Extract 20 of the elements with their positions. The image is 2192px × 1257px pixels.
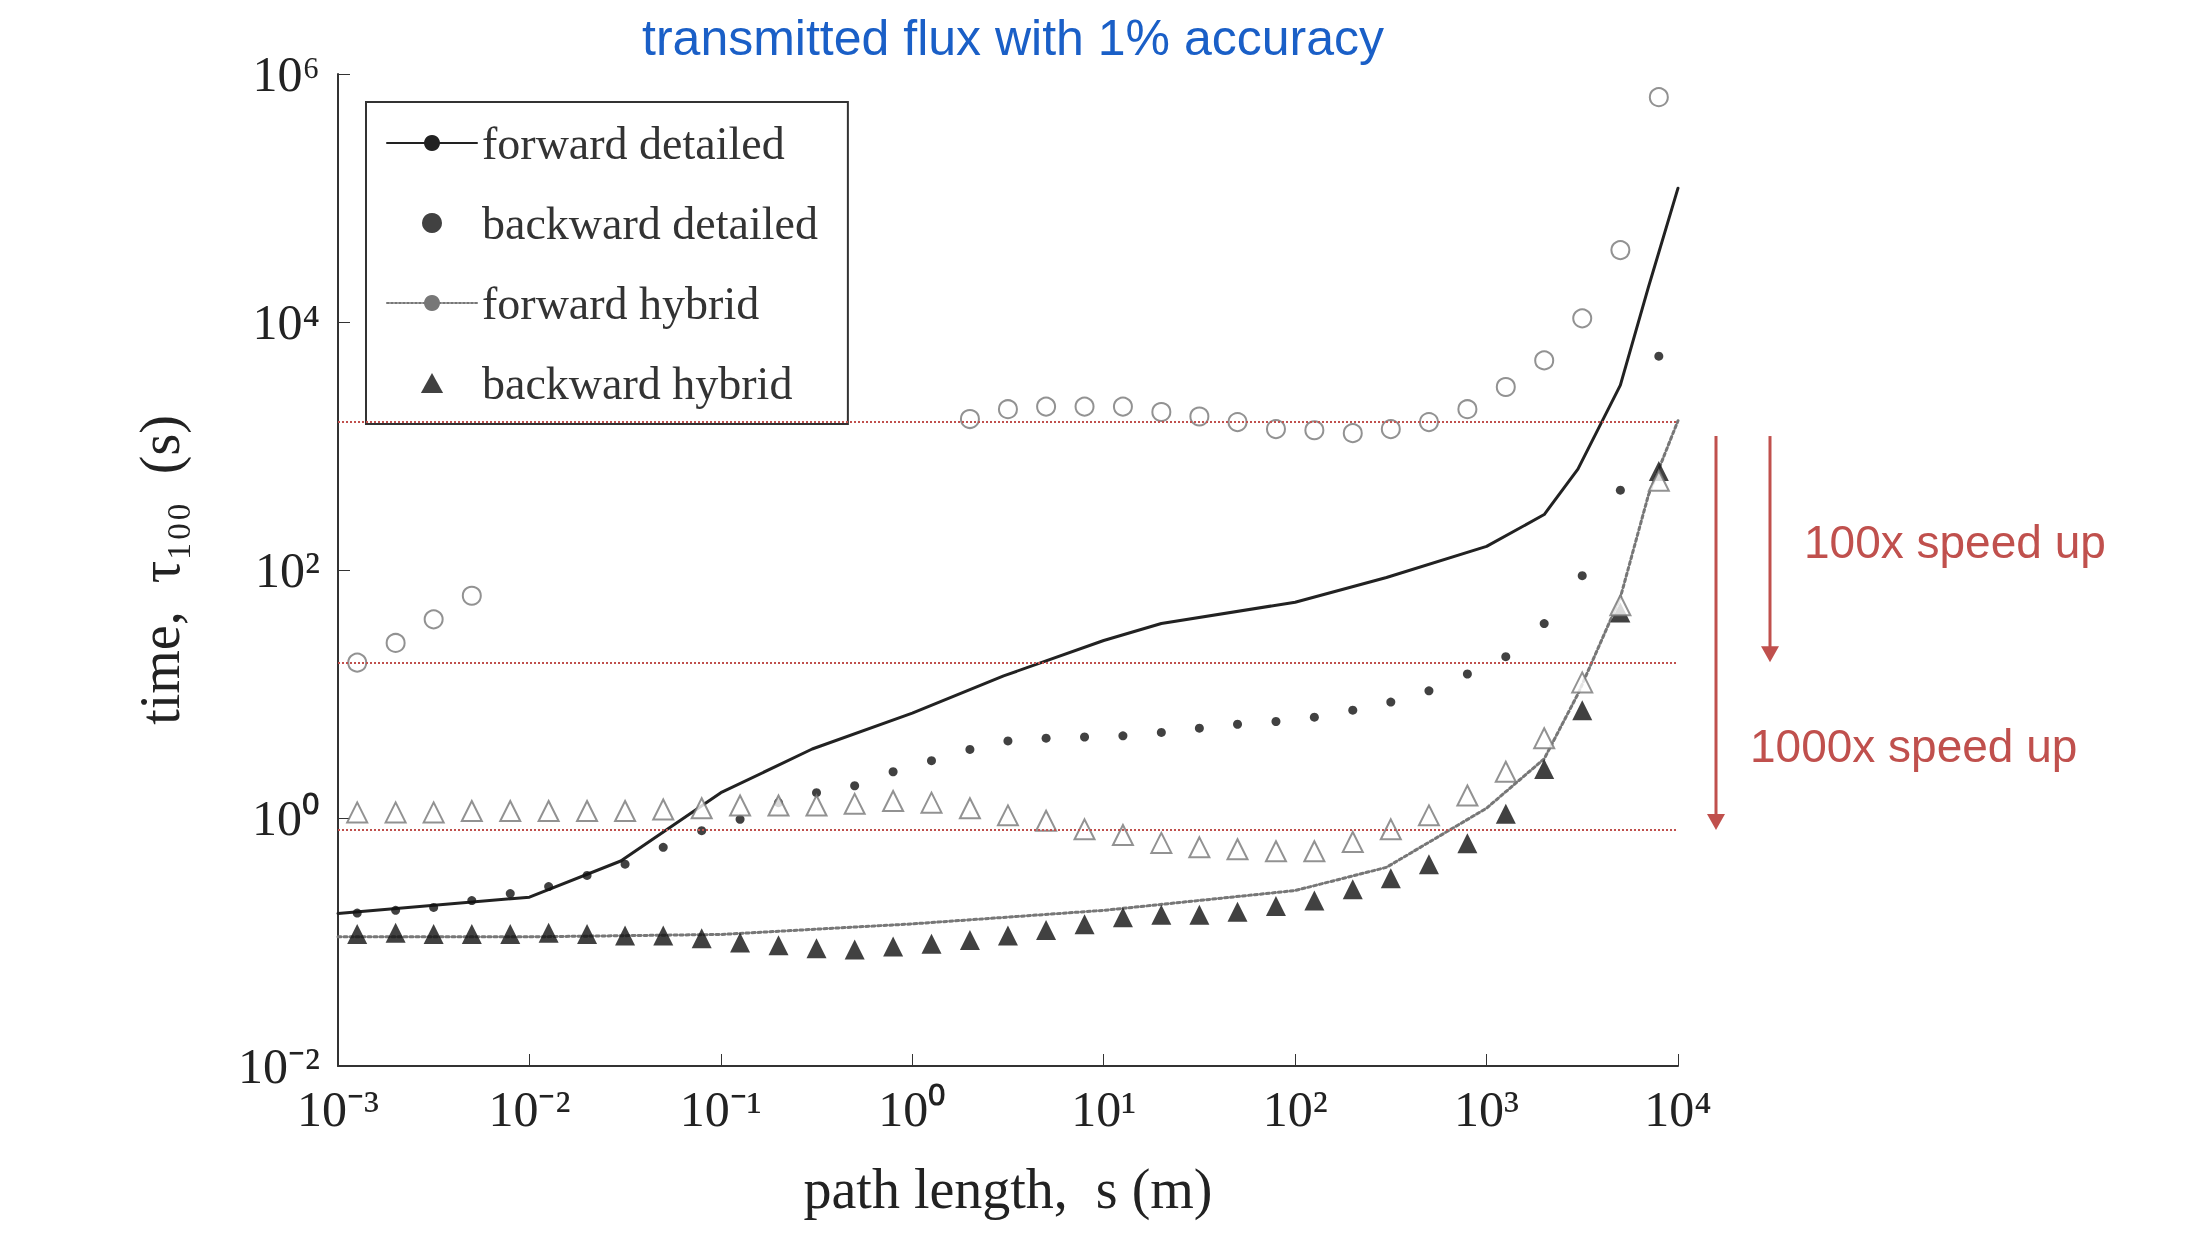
text: 100x speed up xyxy=(1804,516,2106,569)
x-tick-label: 10¹ xyxy=(1071,1081,1137,1137)
legend-label: forward detailed xyxy=(482,117,785,169)
y-tick-label: 10⁴ xyxy=(252,294,320,350)
y-tick-label: 10² xyxy=(255,542,320,598)
legend-label: backward detailed xyxy=(482,197,818,249)
x-tick-label: 10⁰ xyxy=(878,1081,947,1137)
x-tick-label: 10² xyxy=(1262,1081,1328,1137)
y-tick-label: 10⁰ xyxy=(252,790,320,846)
legend-label: forward hybrid xyxy=(482,277,760,329)
y-axis-title: time, τ₁₀₀ (s) xyxy=(129,415,192,725)
x-tick-label: 10⁴ xyxy=(1644,1081,1712,1137)
chart-title: transmitted flux with 1% accuracy xyxy=(642,10,1384,66)
x-tick-label: 10⁻¹ xyxy=(679,1081,762,1137)
y-tick-label: 10⁶ xyxy=(252,46,320,102)
text: 1000x speed up xyxy=(1750,720,2078,773)
x-tick-label: 10³ xyxy=(1454,1081,1520,1137)
x-axis-title: path length, s (m) xyxy=(803,1158,1213,1221)
x-tick-label: 10⁻² xyxy=(488,1081,571,1137)
legend-label: backward hybrid xyxy=(482,357,793,409)
